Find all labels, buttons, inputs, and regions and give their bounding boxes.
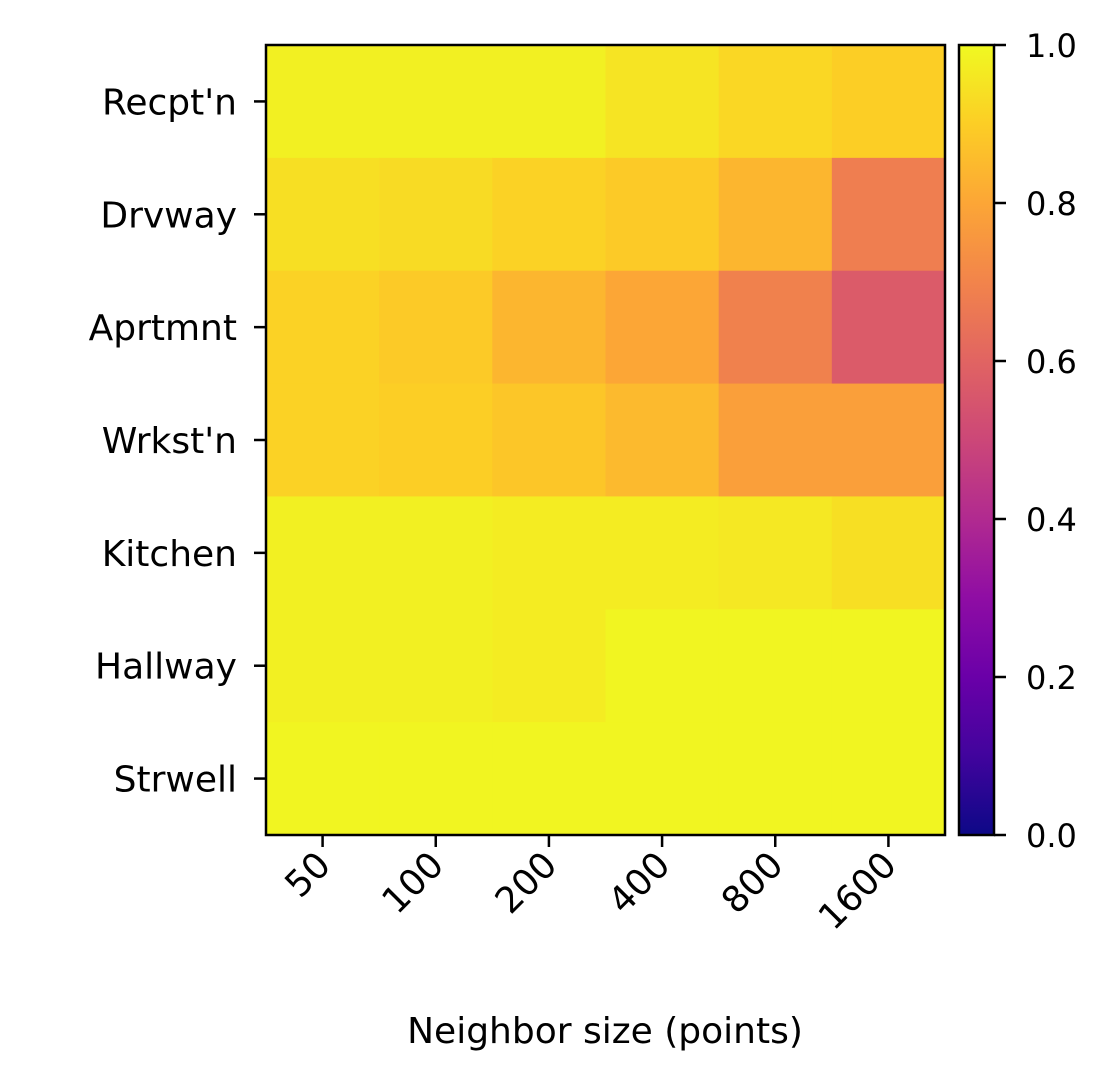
heatmap-cells [266, 45, 946, 836]
heatmap-cell [831, 383, 946, 497]
heatmap-cell [605, 496, 720, 610]
heatmap-cell [718, 270, 833, 385]
y-tick-label: Wrkst'n [102, 421, 237, 462]
heatmap-cell [379, 157, 493, 272]
colorbar-tick-label: 1.0 [1026, 27, 1077, 65]
colorbar: 0.0 0.2 0.4 0.6 0.8 1.0 [957, 27, 1077, 855]
heatmap-cell [492, 722, 606, 836]
heatmap-cell [266, 496, 380, 610]
heatmap-cell [492, 45, 606, 159]
x-tick-label: 200 [488, 844, 566, 922]
heatmap-cell [266, 722, 380, 836]
x-tick-label: 400 [601, 844, 679, 922]
colorbar-ticks: 0.0 0.2 0.4 0.6 0.8 1.0 [994, 27, 1077, 855]
heatmap-cell [492, 609, 606, 723]
heatmap-cell [831, 609, 946, 723]
heatmap-cell [379, 496, 493, 610]
heatmap-cell [831, 45, 946, 159]
heatmap-cell [492, 383, 606, 497]
heatmap-cell [718, 609, 833, 723]
x-tick-label: 50 [278, 844, 339, 905]
heatmap-cell [831, 270, 946, 385]
heatmap-cell [605, 383, 720, 497]
heatmap-cell [379, 383, 493, 497]
heatmap-cell [266, 157, 380, 272]
heatmap-cell [379, 270, 493, 385]
heatmap-cell [266, 45, 380, 159]
heatmap-cell [266, 609, 380, 723]
x-tick-label: 100 [375, 844, 453, 922]
colorbar-tick-label: 0.4 [1026, 501, 1077, 539]
heatmap-cell [266, 383, 380, 497]
heatmap-cell [718, 383, 833, 497]
heatmap-cell [718, 157, 833, 272]
y-tick-label: Drvway [100, 195, 237, 236]
heatmap-cell [379, 609, 493, 723]
colorbar-gradient [957, 43, 996, 837]
colorbar-tick-label: 0.6 [1026, 343, 1077, 381]
colorbar-tick-label: 0.0 [1026, 817, 1077, 855]
y-tick-label: Kitchen [102, 534, 237, 575]
y-axis: Recpt'n Drvway Aprtmnt Wrkst'n Kitchen Hallwa… [89, 82, 266, 801]
heatmap-cell [718, 496, 833, 610]
heatmap-cell [831, 157, 946, 272]
heatmap-cell [831, 496, 946, 610]
colorbar-tick-label: 0.2 [1026, 659, 1077, 697]
heatmap-cell [492, 496, 606, 610]
x-tick-label: 1600 [811, 844, 905, 938]
heatmap-cell [718, 722, 833, 836]
heatmap-cell [605, 609, 720, 723]
y-tick-label: Hallway [95, 647, 237, 688]
heatmap-cell [718, 45, 833, 159]
heatmap-cell [492, 157, 606, 272]
heatmap-cell [379, 722, 493, 836]
x-axis: 50 100 200 400 800 1600 [278, 835, 905, 938]
heatmap-cell [605, 157, 720, 272]
colorbar-tick-label: 0.8 [1026, 185, 1077, 223]
heatmap-cell [605, 722, 720, 836]
heatmap-cell [605, 45, 720, 159]
y-tick-label: Aprtmnt [89, 308, 237, 349]
x-tick-label: 800 [714, 844, 792, 922]
heatmap-cell [492, 270, 606, 385]
x-axis-label: Neighbor size (points) [407, 1011, 803, 1052]
heatmap-cell [605, 270, 720, 385]
heatmap-cell [266, 270, 380, 385]
y-tick-label: Recpt'n [102, 82, 237, 123]
y-tick-label: Strwell [114, 760, 237, 801]
heatmap-cell [831, 722, 946, 836]
heatmap-cell [379, 45, 493, 159]
